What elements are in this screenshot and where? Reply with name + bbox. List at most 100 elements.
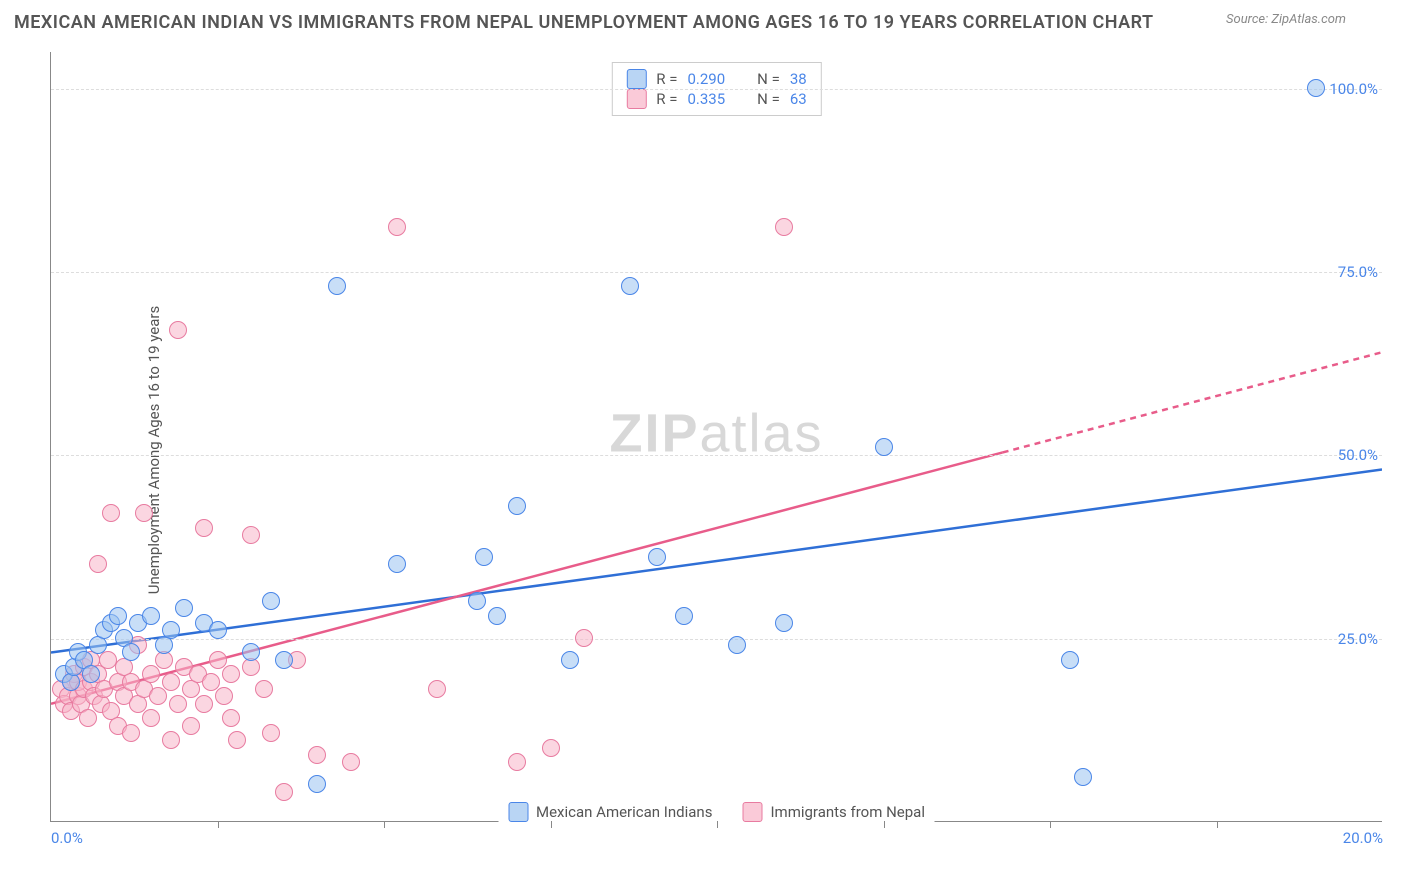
x-tick [551,821,552,828]
data-point [648,548,666,566]
swatch-blue [626,69,646,89]
data-point [202,673,220,691]
legend-item-pink: Immigrants from Nepal [742,802,925,822]
data-point [262,724,280,742]
data-point [82,665,100,683]
data-point [262,592,280,610]
data-point [169,321,187,339]
data-point [209,621,227,639]
data-point [775,218,793,236]
data-point [142,607,160,625]
data-point [162,673,180,691]
x-tick [384,821,385,828]
swatch-blue [508,802,528,822]
data-point [775,614,793,632]
n-value-blue: 38 [790,70,807,88]
data-point [142,709,160,727]
data-point [242,526,260,544]
x-tick-label: 20.0% [1343,829,1383,847]
swatch-pink [742,802,762,822]
data-point [228,731,246,749]
data-point [508,753,526,771]
data-point [1061,651,1079,669]
legend-item-blue: Mexican American Indians [508,802,712,822]
chart-title: MEXICAN AMERICAN INDIAN VS IMMIGRANTS FR… [14,12,1154,33]
data-point [388,555,406,573]
data-point [162,621,180,639]
gridline [51,89,1382,90]
data-point [275,783,293,801]
data-point [175,599,193,617]
data-point [308,746,326,764]
data-point [508,497,526,515]
y-tick-label: 100.0% [1329,80,1378,98]
series-label-pink: Immigrants from Nepal [770,803,925,821]
data-point [99,651,117,669]
chart-container: Unemployment Among Ages 16 to 19 years Z… [14,46,1392,854]
data-point [222,709,240,727]
x-tick [884,821,885,828]
legend-row-pink: R = 0.335 N = 63 [626,89,806,109]
data-point [328,277,346,295]
data-point [142,665,160,683]
data-point [488,607,506,625]
n-label: N = [757,90,780,108]
gridline [51,272,1382,273]
x-tick [1217,821,1218,828]
data-point [102,504,120,522]
watermark-zip: ZIP [609,403,699,463]
data-point [428,680,446,698]
data-point [308,775,326,793]
n-value-pink: 63 [790,90,807,108]
data-point [561,651,579,669]
data-point [209,651,227,669]
gridline [51,455,1382,456]
watermark-atlas: atlas [699,403,823,463]
x-tick [1050,821,1051,828]
gridline [51,639,1382,640]
data-point [162,731,180,749]
data-point [242,643,260,661]
x-tick [717,821,718,828]
r-value-pink: 0.335 [687,90,725,108]
data-point [275,651,293,669]
data-point [215,687,233,705]
legend-row-blue: R = 0.290 N = 38 [626,69,806,89]
data-point [222,665,240,683]
swatch-pink [626,89,646,109]
title-bar: MEXICAN AMERICAN INDIAN VS IMMIGRANTS FR… [0,0,1406,39]
y-tick-label: 25.0% [1338,630,1378,648]
data-point [135,504,153,522]
data-point [468,592,486,610]
data-point [195,695,213,713]
r-label: R = [656,90,677,108]
source-attribution: Source: ZipAtlas.com [1226,12,1346,27]
x-tick-label: 0.0% [51,829,83,847]
data-point [1074,768,1092,786]
data-point [169,695,187,713]
r-value-blue: 0.290 [687,70,725,88]
data-point [122,643,140,661]
data-point [342,753,360,771]
x-tick [218,821,219,828]
data-point [182,717,200,735]
data-point [542,739,560,757]
data-point [575,629,593,647]
data-point [89,555,107,573]
trend-lines [51,52,1382,821]
data-point [728,636,746,654]
data-point [1307,79,1325,97]
data-point [109,607,127,625]
data-point [149,687,167,705]
data-point [475,548,493,566]
data-point [875,438,893,456]
data-point [122,724,140,742]
data-point [255,680,273,698]
y-tick-label: 50.0% [1338,446,1378,464]
data-point [621,277,639,295]
data-point [388,218,406,236]
data-point [195,519,213,537]
data-point [675,607,693,625]
legend-series: Mexican American Indians Immigrants from… [498,802,935,822]
data-point [79,709,97,727]
